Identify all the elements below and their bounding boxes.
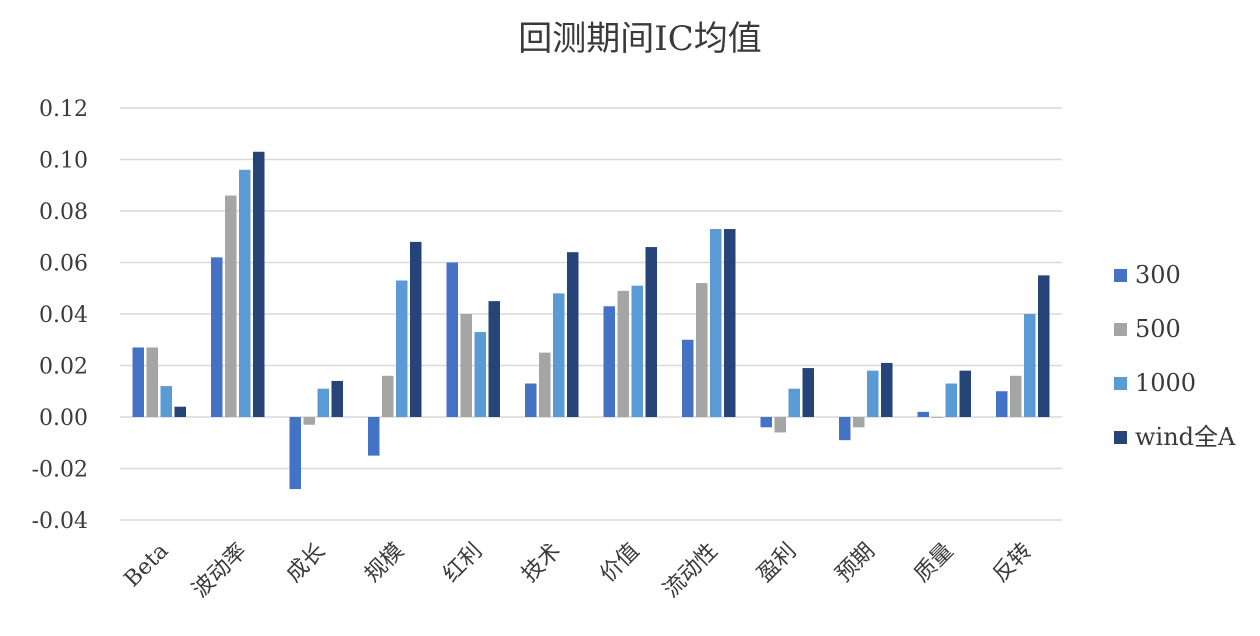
x-category-label: 质量 [910,539,959,588]
bar-wind全A-红利 [488,301,500,417]
x-category-label: Beta [120,539,174,593]
bar-300-技术 [525,383,537,417]
bar-1000-流动性 [710,229,722,417]
bar-wind全A-技术 [567,252,579,417]
bar-1000-Beta [160,386,172,417]
x-category-label: 流动性 [659,539,723,603]
legend-label: 500 [1135,315,1181,343]
bar-500-价值 [617,290,629,417]
bar-300-反转 [996,391,1008,417]
bar-1000-技术 [553,293,565,417]
bar-1000-成长 [317,388,329,417]
legend-swatch [1114,323,1127,336]
bar-wind全A-预期 [881,362,893,417]
x-category-label: 反转 [988,539,1037,588]
bar-500-预期 [853,417,865,428]
bar-500-质量 [931,417,943,418]
bar-1000-价值 [631,285,643,417]
bar-300-流动性 [682,339,694,417]
x-category-label: 盈利 [753,539,802,588]
legend-swatch [1114,431,1127,444]
bar-1000-规模 [396,280,408,417]
bar-wind全A-质量 [959,370,971,417]
bar-wind全A-反转 [1038,275,1050,417]
bar-1000-预期 [867,370,879,417]
bar-1000-盈利 [788,388,800,417]
bar-wind全A-波动率 [253,151,265,417]
bars [132,151,1050,490]
bar-500-流动性 [696,283,708,417]
x-category-label: 波动率 [188,539,252,603]
x-category-label: 规模 [360,539,409,588]
bar-300-预期 [839,417,851,441]
bar-300-规模 [368,417,380,456]
bar-wind全A-规模 [410,241,422,417]
bar-300-红利 [446,262,458,417]
x-axis-categories: Beta 波动率 成长 规模 红利 技术 价值 流动性 盈利 预期 质量 反转 [120,539,1037,603]
legend-label: 1000 [1135,369,1196,397]
bar-1000-反转 [1024,314,1036,417]
y-tick-label: 0.08 [39,200,88,225]
legend-swatch [1114,377,1127,390]
legend-label: 300 [1135,261,1181,289]
legend-swatch [1114,269,1127,282]
y-tick-label: 0.06 [39,252,88,277]
bar-wind全A-成长 [331,380,343,417]
bar-500-成长 [303,417,315,425]
bar-500-规模 [382,375,394,417]
x-category-label: 红利 [439,539,488,588]
bar-500-反转 [1010,375,1022,417]
bar-500-Beta [146,347,158,417]
y-tick-label: 0.00 [39,406,88,431]
y-tick-label: 0.02 [39,355,88,380]
y-tick-label: 0.12 [39,97,88,122]
bar-300-Beta [132,347,144,417]
bar-wind全A-盈利 [802,368,814,417]
legend-label: wind全A [1135,423,1236,451]
bar-300-盈利 [760,417,772,428]
gridlines [120,107,1062,521]
y-tick-label: -0.04 [32,509,88,534]
bar-500-波动率 [225,195,237,417]
x-category-label: 预期 [831,539,880,588]
bar-300-波动率 [211,257,223,417]
bar-1000-质量 [945,383,957,417]
chart-title: 回测期间IC均值 [518,19,761,59]
y-tick-label: -0.02 [32,458,88,483]
bar-1000-红利 [474,332,486,417]
bar-1000-波动率 [239,169,251,417]
bar-wind全A-流动性 [724,229,736,417]
bar-300-成长 [289,417,301,490]
y-axis-ticks: 0.12 0.10 0.08 0.06 0.04 0.02 0.00 -0.02 -0.04 [32,97,88,534]
bar-wind全A-Beta [174,406,186,417]
bar-500-盈利 [774,417,786,433]
x-category-label: 技术 [517,539,566,588]
bar-500-红利 [460,314,472,417]
bar-300-质量 [917,411,929,417]
legend: 300 500 1000 wind全A [1114,261,1236,451]
bar-300-价值 [603,306,615,417]
y-tick-label: 0.04 [39,303,88,328]
y-tick-label: 0.10 [39,149,88,174]
x-category-label: 成长 [282,539,331,588]
bar-wind全A-价值 [645,247,657,417]
bar-500-技术 [539,352,551,417]
x-category-label: 价值 [596,539,645,588]
